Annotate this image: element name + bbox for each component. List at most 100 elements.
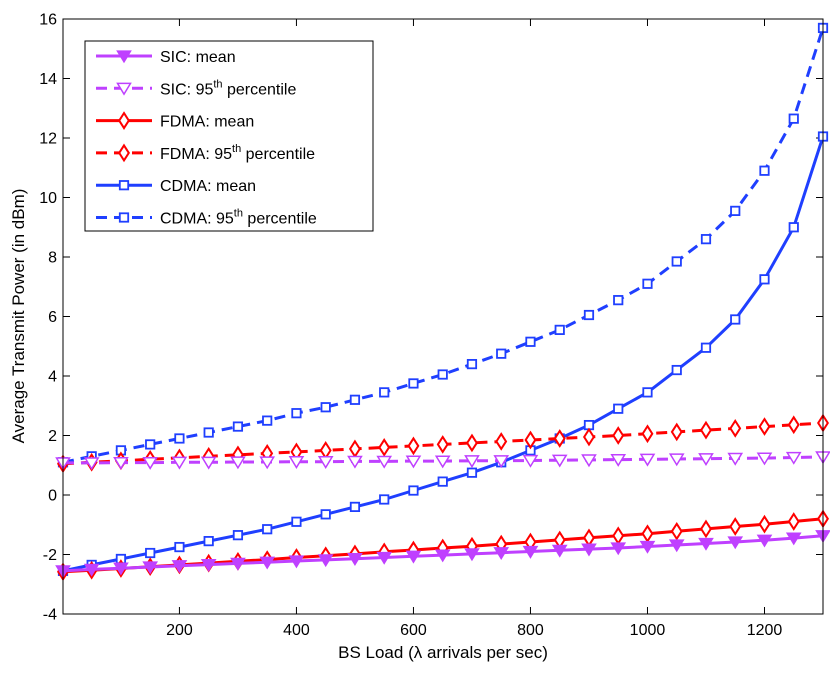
x-tick-label: 200 <box>166 622 193 639</box>
data-point-1-24 <box>756 452 773 466</box>
data-point-4-24 <box>759 274 770 285</box>
data-point-2-21 <box>670 521 683 541</box>
legend: SIC: mean SIC: 95th percentile FDMA: mean F… <box>84 40 374 232</box>
data-point-5-22 <box>700 234 712 245</box>
data-point-3-22 <box>699 420 712 440</box>
data-point-5-20 <box>642 278 653 289</box>
legend-entry: SIC: mean <box>96 49 236 66</box>
data-point-0-9 <box>317 554 334 568</box>
data-point-5-14 <box>466 358 478 370</box>
legend-marker-4 <box>118 180 130 191</box>
data-point-0-18 <box>581 543 597 557</box>
legend-label: CDMA: mean <box>160 178 256 195</box>
data-point-3-18 <box>582 427 595 447</box>
data-point-3-11 <box>378 438 391 457</box>
x-tick-label: 800 <box>517 622 544 639</box>
legend-marker-5 <box>118 212 130 223</box>
legend-marker-1 <box>116 82 132 96</box>
data-point-1-20 <box>639 453 656 467</box>
data-point-3-19 <box>612 426 625 445</box>
data-point-3-10 <box>348 439 361 459</box>
data-point-5-13 <box>437 369 448 380</box>
data-point-4-6 <box>232 530 244 541</box>
data-point-5-10 <box>349 394 361 405</box>
data-point-0-24 <box>756 534 773 548</box>
data-point-1-17 <box>551 454 568 468</box>
legend-box <box>84 40 374 232</box>
data-point-5-9 <box>320 402 331 413</box>
data-point-3-14 <box>465 433 478 453</box>
data-point-0-13 <box>434 549 451 563</box>
data-point-3-13 <box>436 435 449 454</box>
data-point-1-4 <box>171 456 188 470</box>
data-point-1-7 <box>259 456 276 470</box>
data-point-3-17 <box>553 429 566 448</box>
data-point-4-9 <box>320 509 331 520</box>
data-point-0-1 <box>83 563 100 577</box>
legend-entries: SIC: mean SIC: 95th percentile FDMA: mean F… <box>96 49 317 228</box>
y-tick-label: -2 <box>43 547 57 564</box>
data-point-1-8 <box>288 456 305 469</box>
data-point-4-8 <box>291 516 302 527</box>
x-tick-label: 400 <box>283 622 310 639</box>
series-layer <box>55 22 830 582</box>
data-point-1-22 <box>698 453 714 467</box>
data-point-1-23 <box>727 452 744 466</box>
data-point-4-5 <box>203 536 214 547</box>
data-point-1-14 <box>464 455 480 469</box>
data-point-0-25 <box>785 532 802 546</box>
y-tick-label: 6 <box>48 309 57 326</box>
data-point-1-10 <box>347 455 363 469</box>
data-point-1-2 <box>113 456 129 470</box>
data-point-5-18 <box>583 309 595 321</box>
legend-label: FDMA: mean <box>160 114 254 131</box>
data-point-1-11 <box>376 455 393 469</box>
data-point-4-19 <box>613 403 624 414</box>
legend-marker-0 <box>116 50 132 64</box>
data-point-4-3 <box>145 547 156 559</box>
series-1 <box>55 451 830 471</box>
data-point-5-8 <box>291 408 302 419</box>
legend-label: FDMA: 95th percentile <box>160 143 315 163</box>
tick-labels-layer: 200 400 600 800 1000 1200 -4 -2 0 2 4 6 8 10 12 14 16 <box>39 12 782 640</box>
data-point-0-12 <box>405 550 422 564</box>
data-point-1-25 <box>785 451 802 465</box>
data-point-4-14 <box>466 467 478 478</box>
legend-marker-3 <box>118 143 130 163</box>
data-point-4-4 <box>174 541 185 553</box>
y-tick-label: 8 <box>48 250 57 267</box>
data-point-5-5 <box>203 427 214 438</box>
x-axis-label: BS Load (λ arrivals per sec) <box>338 643 548 662</box>
legend-label: SIC: 95th percentile <box>160 78 296 98</box>
data-point-0-7 <box>259 556 276 570</box>
data-point-3-24 <box>758 417 771 436</box>
legend-entry: CDMA: 95th percentile <box>96 208 317 228</box>
series-line-5 <box>62 27 825 464</box>
data-point-1-19 <box>610 453 627 467</box>
data-point-1-16 <box>522 454 539 468</box>
data-point-4-23 <box>730 314 741 325</box>
data-point-4-13 <box>437 476 448 487</box>
data-point-2-19 <box>612 526 625 546</box>
legend-label: SIC: mean <box>160 49 236 66</box>
legend-entry: SIC: 95th percentile <box>96 78 296 98</box>
data-point-0-8 <box>288 555 305 569</box>
data-point-5-11 <box>379 387 390 398</box>
data-point-0-3 <box>142 561 159 575</box>
data-point-0-19 <box>610 542 627 556</box>
data-point-1-3 <box>142 456 159 470</box>
data-point-5-6 <box>232 421 244 432</box>
data-point-5-17 <box>554 324 565 335</box>
data-point-0-21 <box>668 539 685 553</box>
data-point-4-25 <box>788 222 799 233</box>
data-point-5-24 <box>759 165 770 176</box>
data-point-1-12 <box>405 455 422 469</box>
data-point-1-15 <box>493 455 510 469</box>
data-point-5-23 <box>730 205 741 216</box>
data-point-4-12 <box>408 485 419 496</box>
data-point-0-15 <box>493 547 510 561</box>
data-point-3-23 <box>729 419 742 438</box>
data-point-3-15 <box>495 432 508 451</box>
data-point-4-22 <box>700 342 712 353</box>
legend-label: CDMA: 95th percentile <box>160 208 317 228</box>
